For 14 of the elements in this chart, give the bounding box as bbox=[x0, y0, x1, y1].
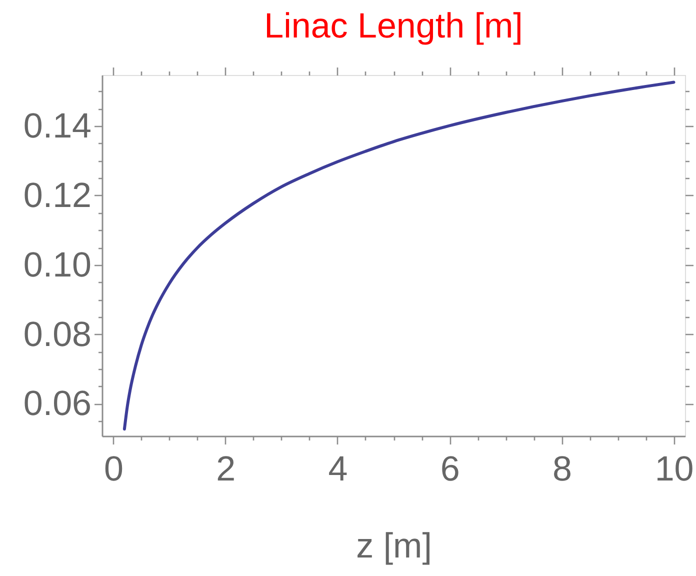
chart-title: Linac Length [m] bbox=[264, 6, 523, 46]
x-tick-label: 6 bbox=[440, 450, 460, 488]
line-series bbox=[122, 80, 676, 431]
y-tick-label: 0.08 bbox=[23, 314, 92, 354]
y-tick-label: 0.14 bbox=[23, 106, 92, 146]
y-tick-label: 0.12 bbox=[23, 176, 92, 215]
x-tick-label: 10 bbox=[654, 450, 694, 488]
x-axis-title: z [m] bbox=[356, 526, 432, 566]
y-tick-label: 0.10 bbox=[23, 245, 92, 284]
x-tick-label: 2 bbox=[216, 450, 236, 488]
x-tick-label: 8 bbox=[552, 450, 572, 488]
y-tick-label: 0.06 bbox=[23, 384, 92, 424]
x-tick-label: 0 bbox=[104, 450, 124, 488]
x-tick-label: 4 bbox=[328, 450, 348, 488]
